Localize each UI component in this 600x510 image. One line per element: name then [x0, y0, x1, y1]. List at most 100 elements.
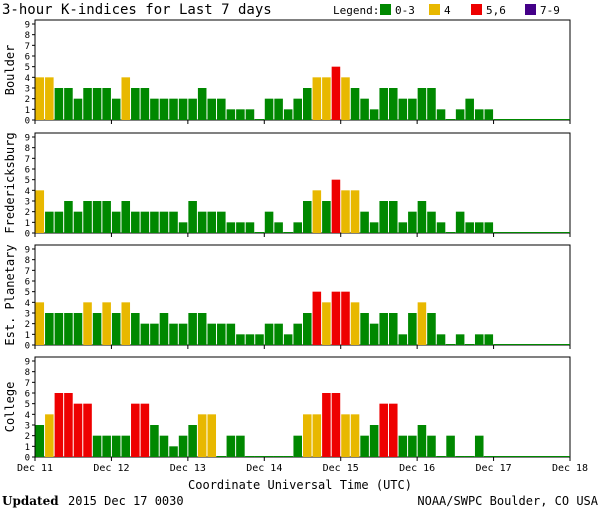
panel-frame [34, 132, 571, 234]
bar [150, 98, 159, 120]
bar [408, 435, 417, 457]
bar [140, 323, 150, 345]
bar [464, 456, 475, 457]
bar [331, 66, 341, 120]
y-tick-label: 0 [25, 230, 30, 240]
bar [484, 222, 494, 233]
credit-text: NOAA/SWPC Boulder, CO USA [417, 494, 598, 508]
bar [35, 425, 45, 457]
bar [350, 88, 360, 120]
bar [264, 211, 274, 233]
bar [188, 98, 197, 120]
bar [254, 456, 265, 457]
panel-frame [34, 244, 571, 346]
bar [303, 313, 312, 345]
bar [293, 435, 302, 457]
bar [293, 98, 302, 120]
bar [207, 323, 217, 345]
bar [45, 313, 54, 345]
y-tick-label: 2 [25, 320, 30, 330]
panel-label: Fredericksburg [3, 132, 17, 233]
bar [35, 190, 45, 233]
bar [408, 313, 417, 345]
bar [417, 88, 427, 120]
bar [111, 211, 121, 233]
y-tick-label: 8 [25, 256, 30, 266]
bar [274, 323, 283, 345]
bar [188, 201, 197, 233]
bar [188, 313, 197, 345]
bar [369, 323, 379, 345]
bar [245, 109, 255, 120]
bar [131, 211, 140, 233]
bar [436, 109, 446, 120]
bar [331, 291, 341, 345]
legend-swatch-3 [471, 4, 482, 15]
bar [445, 344, 456, 345]
bar [236, 109, 245, 120]
bar [102, 88, 111, 120]
bar [484, 109, 494, 120]
bar [427, 211, 436, 233]
bar [283, 334, 293, 345]
bar [341, 291, 350, 345]
bar [350, 414, 360, 457]
bar [474, 222, 484, 233]
bar [217, 98, 226, 120]
bar [169, 446, 178, 457]
bar [54, 393, 64, 457]
bar [427, 435, 436, 457]
y-tick-label: 7 [25, 267, 30, 277]
bar [226, 323, 236, 345]
bar [274, 222, 283, 233]
y-tick-label: 0 [25, 454, 30, 464]
bar [236, 222, 245, 233]
bar [369, 425, 379, 457]
updated-timestamp: 2015 Dec 17 0030 [68, 494, 184, 508]
bar [264, 98, 274, 120]
bar [388, 88, 398, 120]
bar [360, 313, 369, 345]
bar [264, 323, 274, 345]
x-tick-label: Dec 15 [323, 463, 359, 474]
bar [398, 98, 408, 120]
bar [245, 222, 255, 233]
bar [45, 211, 54, 233]
bar [217, 323, 226, 345]
bar [73, 98, 83, 120]
y-tick-label: 3 [25, 310, 30, 320]
x-tick-label: Dec 18 [552, 463, 588, 474]
bar [455, 334, 465, 345]
legend-item-label: 7-9 [540, 4, 560, 17]
bar [388, 201, 398, 233]
bar [274, 98, 283, 120]
y-tick-label: 5 [25, 288, 30, 298]
bar [379, 201, 388, 233]
bar [197, 414, 207, 457]
bar [254, 119, 265, 120]
bar [350, 302, 360, 345]
bar [150, 425, 159, 457]
bar [64, 88, 73, 120]
x-tick-label: Dec 16 [399, 463, 435, 474]
bar [474, 435, 484, 457]
bar [465, 98, 474, 120]
bar [427, 313, 436, 345]
bar [178, 435, 188, 457]
y-tick-label: 1 [25, 219, 30, 229]
panel-label: Est. Planetary [3, 244, 17, 345]
bar [360, 211, 369, 233]
y-tick-label: 3 [25, 198, 30, 208]
bar [293, 222, 302, 233]
panel-label: Boulder [3, 45, 17, 96]
bar [436, 456, 446, 457]
panel-frame [34, 19, 571, 121]
bar [111, 313, 121, 345]
bar [178, 98, 188, 120]
bar [445, 232, 456, 233]
bar [417, 425, 427, 457]
bar [236, 435, 245, 457]
bar [73, 211, 83, 233]
y-tick-label: 5 [25, 176, 30, 186]
bar [111, 98, 121, 120]
